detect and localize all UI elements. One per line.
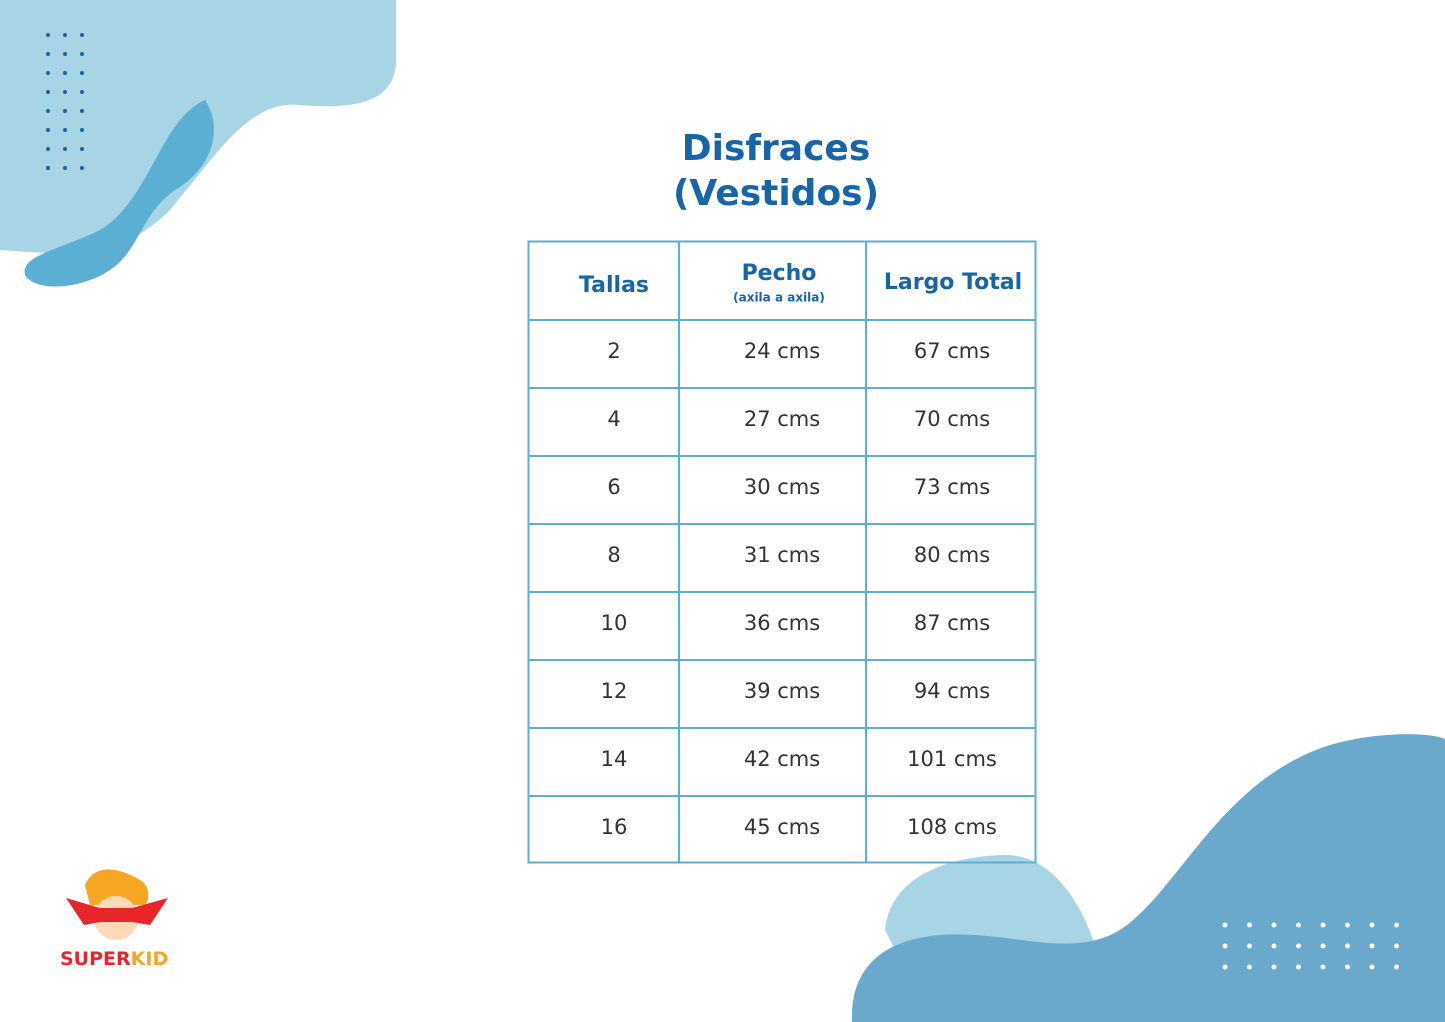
logo-hair: [85, 869, 149, 905]
dot: [80, 90, 84, 94]
table-cell: 101 cms: [907, 747, 997, 771]
dot: [1345, 922, 1350, 928]
dot: [80, 33, 84, 37]
dot: [80, 109, 84, 113]
table-border: [527, 240, 1037, 864]
dot: [46, 166, 50, 170]
table-cell: 42 cms: [744, 747, 820, 771]
dot: [63, 33, 67, 37]
dot: [1320, 964, 1326, 970]
dot: [1369, 943, 1375, 949]
table-cell: 27 cms: [744, 407, 820, 431]
table-cell: 24 cms: [744, 339, 820, 363]
dot: [46, 71, 50, 75]
header-cell: Tallas: [579, 273, 649, 298]
dot: [63, 109, 67, 113]
dot: [80, 71, 84, 75]
dot: [1247, 943, 1252, 949]
table-cell: 16: [601, 815, 628, 839]
logo: SUPERKID: [60, 869, 168, 970]
table-cell: 70 cms: [914, 407, 990, 431]
dot: [1345, 964, 1350, 970]
blob-bottom-light: [885, 854, 1095, 960]
table-cell: 10: [601, 611, 628, 635]
dot: [63, 71, 67, 75]
table-cell: 31 cms: [744, 543, 820, 567]
dot: [1394, 964, 1399, 970]
dot: [1394, 922, 1399, 928]
dot: [1296, 964, 1301, 970]
dot: [1247, 922, 1252, 928]
table-cell: 39 cms: [744, 679, 820, 703]
dot: [1394, 943, 1399, 949]
dot: [1271, 943, 1277, 949]
blob-bottom-dark: [851, 734, 1445, 1022]
dot: [1271, 922, 1277, 928]
table-cell: 108 cms: [907, 815, 997, 839]
table-cell: 8: [607, 543, 620, 567]
table-cell: 30 cms: [744, 475, 820, 499]
dot: [46, 147, 50, 151]
header-cell: Pecho: [742, 261, 817, 286]
dot: [63, 90, 67, 94]
table-cell: 6: [607, 475, 620, 499]
dot: [63, 147, 67, 151]
header-note: (axila a axila): [733, 291, 825, 305]
logo-text: SUPERKID: [60, 948, 168, 970]
dot: [1222, 964, 1228, 970]
table-cell: 36 cms: [744, 611, 820, 635]
dot: [46, 90, 50, 94]
table-cell: 73 cms: [914, 475, 990, 499]
logo-text-a: SUPER: [60, 948, 131, 970]
dot: [1345, 943, 1350, 949]
title-line: Disfraces: [682, 128, 871, 169]
table-cell: 4: [607, 407, 620, 431]
dot: [63, 128, 67, 132]
dot: [80, 166, 84, 170]
dot: [1369, 922, 1375, 928]
dot: [80, 147, 84, 151]
dot: [1296, 943, 1301, 949]
dots: [46, 33, 1399, 970]
table-cell: 12: [601, 679, 628, 703]
dot: [1247, 964, 1252, 970]
dot: [63, 166, 67, 170]
blob-top-dark: [24, 100, 214, 287]
table-cell: 94 cms: [914, 679, 990, 703]
table-cell: 45 cms: [744, 815, 820, 839]
dot: [1222, 943, 1228, 949]
dot: [46, 109, 50, 113]
logo-mask: [66, 898, 168, 925]
table-cell: 2: [607, 339, 620, 363]
dot: [1222, 922, 1228, 928]
dot: [63, 52, 67, 56]
dot: [1369, 964, 1375, 970]
logo-text-b: KID: [131, 948, 169, 970]
dot: [46, 128, 50, 132]
dot: [80, 128, 84, 132]
dot: [1320, 922, 1326, 928]
dot: [1296, 922, 1301, 928]
dot: [1320, 943, 1326, 949]
header-cell: Largo Total: [884, 270, 1022, 295]
size-table: Tallas Pecho (axila a axila) Largo Total…: [527, 240, 1037, 864]
dot: [46, 33, 50, 37]
dot: [80, 52, 84, 56]
dot: [46, 52, 50, 56]
table-cell: 87 cms: [914, 611, 990, 635]
table-cell: 80 cms: [914, 543, 990, 567]
table-cell: 67 cms: [914, 339, 990, 363]
title-line: (Vestidos): [673, 173, 879, 214]
dot: [1271, 964, 1277, 970]
table-cell: 14: [601, 747, 628, 771]
